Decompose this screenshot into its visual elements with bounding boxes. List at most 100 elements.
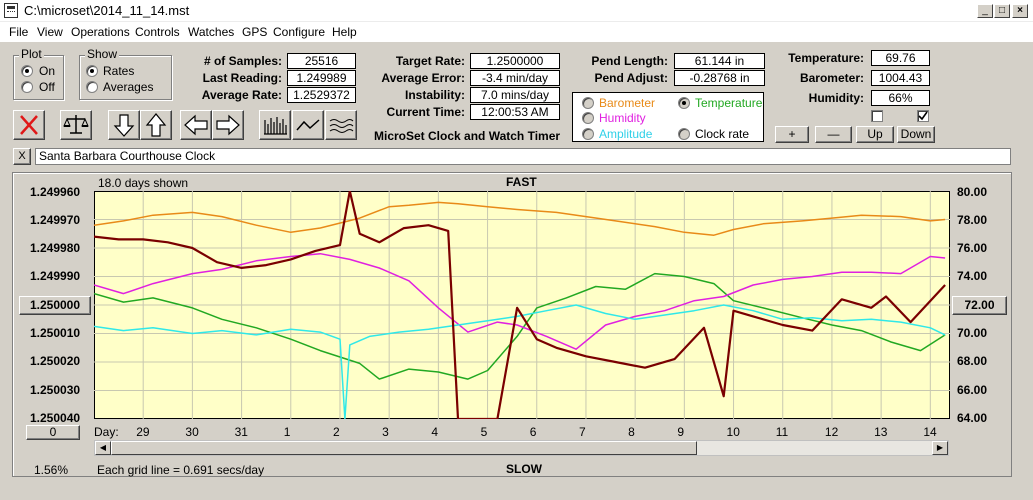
slow-label: SLOW bbox=[506, 462, 542, 476]
menu-controls[interactable]: Controls bbox=[135, 25, 180, 39]
pend-adjust-label: Pend Adjust: bbox=[594, 71, 668, 85]
line-view-button[interactable] bbox=[292, 110, 324, 140]
down-button[interactable]: Down bbox=[897, 126, 935, 143]
current-time-value: 12:00:53 AM bbox=[470, 104, 560, 120]
move-left-button[interactable] bbox=[180, 110, 212, 140]
instability-label: Instability: bbox=[404, 88, 465, 102]
scroll-thumb[interactable] bbox=[111, 441, 697, 455]
scroll-left-arrow[interactable]: ◀ bbox=[95, 441, 111, 455]
menu-watches[interactable]: Watches bbox=[188, 25, 235, 39]
right-tick: 78.00 bbox=[957, 213, 988, 227]
app-caption: MicroSet Clock and Watch Timer bbox=[374, 129, 561, 143]
wave-lines-icon bbox=[329, 119, 354, 133]
grid-note: Each grid line = 0.691 secs/day bbox=[97, 463, 265, 477]
barometer-option-label: Barometer bbox=[599, 96, 656, 110]
menu-view[interactable]: View bbox=[37, 25, 63, 39]
bar-view-button[interactable] bbox=[259, 110, 291, 140]
app-icon bbox=[4, 3, 18, 18]
arrow-up-icon bbox=[145, 113, 167, 137]
days-shown-label: 18.0 days shown bbox=[98, 176, 189, 190]
minus-button[interactable]: — bbox=[815, 126, 852, 143]
menu-help[interactable]: Help bbox=[332, 25, 357, 39]
temperature-value: 69.76 bbox=[871, 50, 930, 66]
pend-length-value: 61.144 in bbox=[674, 53, 765, 69]
barometer-radio[interactable] bbox=[582, 97, 594, 109]
plot-on-radio[interactable] bbox=[21, 65, 33, 77]
right-tick: 80.00 bbox=[957, 185, 988, 199]
clock-rate-radio[interactable] bbox=[678, 128, 690, 140]
move-down-button[interactable] bbox=[108, 110, 140, 140]
temperature-option-label: Temperature bbox=[695, 96, 763, 110]
move-up-button[interactable] bbox=[140, 110, 172, 140]
right-center-value-button[interactable]: 72.00 bbox=[952, 296, 1007, 315]
bar-graph-icon bbox=[264, 117, 287, 135]
right-tick: 74.00 bbox=[957, 269, 988, 283]
day-tick: 31 bbox=[234, 425, 248, 439]
menu-gps[interactable]: GPS bbox=[242, 25, 268, 39]
day-tick: 6 bbox=[529, 425, 537, 439]
humidity-radio[interactable] bbox=[582, 112, 594, 124]
maximize-button[interactable]: □ bbox=[994, 4, 1010, 18]
left-center-value-button[interactable]: 1.250000 bbox=[19, 296, 91, 315]
menu-configure[interactable]: Configure bbox=[273, 25, 326, 39]
average-error-value: -3.4 min/day bbox=[470, 70, 560, 86]
right-tick: 64.00 bbox=[957, 411, 988, 425]
show-group bbox=[79, 55, 172, 100]
left-checkbox[interactable] bbox=[871, 110, 883, 122]
scroll-right-arrow[interactable]: ▶ bbox=[932, 441, 948, 455]
bottom-left-value-button[interactable]: 0 bbox=[26, 425, 80, 440]
menu-operations[interactable]: Operations bbox=[71, 25, 130, 39]
watch-name-field[interactable]: Santa Barbara Courthouse Clock bbox=[35, 148, 1011, 165]
up-button[interactable]: Up bbox=[856, 126, 894, 143]
time-scrollbar[interactable]: ◀ ▶ bbox=[94, 440, 949, 456]
day-tick: 29 bbox=[136, 425, 150, 439]
day-tick: 1 bbox=[283, 425, 291, 439]
right-tick: 76.00 bbox=[957, 241, 988, 255]
menu-file[interactable]: File bbox=[9, 25, 29, 39]
current-time-label: Current Time: bbox=[386, 105, 465, 119]
series-line-amplitude bbox=[94, 304, 946, 419]
day-tick: 8 bbox=[628, 425, 635, 439]
line-graph-icon bbox=[296, 119, 320, 131]
fast-label: FAST bbox=[506, 175, 537, 189]
amplitude-radio[interactable] bbox=[582, 128, 594, 140]
balance-button[interactable] bbox=[60, 110, 92, 140]
day-tick: 10 bbox=[726, 425, 740, 439]
plus-button[interactable]: + bbox=[775, 126, 809, 143]
day-label: Day: bbox=[94, 425, 119, 439]
red-x-icon bbox=[20, 115, 38, 135]
samples-label: # of Samples: bbox=[203, 54, 282, 68]
left-tick: 1.249980 bbox=[30, 241, 81, 255]
show-averages-radio[interactable] bbox=[86, 81, 98, 93]
amplitude-option-label: Amplitude bbox=[599, 127, 653, 141]
right-tick: 66.00 bbox=[957, 383, 988, 397]
plot-off-radio[interactable] bbox=[21, 81, 33, 93]
instability-value: 7.0 mins/day bbox=[470, 87, 560, 103]
day-tick: 13 bbox=[874, 425, 888, 439]
show-rates-radio[interactable] bbox=[86, 65, 98, 77]
left-tick: 1.250010 bbox=[30, 326, 81, 340]
move-right-button[interactable] bbox=[212, 110, 244, 140]
minimize-button[interactable]: _ bbox=[977, 4, 993, 18]
delete-button[interactable] bbox=[13, 110, 45, 140]
barometer-value: 1004.43 bbox=[871, 70, 930, 86]
close-window-button[interactable]: × bbox=[1012, 4, 1028, 18]
day-tick: 14 bbox=[923, 425, 937, 439]
samples-value: 25516 bbox=[287, 53, 356, 69]
target-rate-label: Target Rate: bbox=[395, 54, 465, 68]
plot-on-label: On bbox=[39, 64, 56, 78]
right-checkbox[interactable] bbox=[917, 110, 929, 122]
plot-area bbox=[94, 191, 950, 419]
day-tick: 3 bbox=[382, 425, 389, 439]
left-tick: 1.250040 bbox=[30, 411, 81, 425]
wave-view-button[interactable] bbox=[325, 110, 357, 140]
left-tick: 1.249990 bbox=[30, 269, 81, 283]
balance-scale-icon bbox=[63, 115, 89, 134]
day-tick: 7 bbox=[578, 425, 586, 439]
arrow-down-icon bbox=[113, 114, 135, 137]
series-line-clock-rate bbox=[94, 191, 946, 419]
watch-close-button[interactable]: X bbox=[13, 148, 31, 165]
temperature-radio[interactable] bbox=[678, 97, 690, 109]
percent-label: 1.56% bbox=[34, 463, 69, 477]
show-rates-label: Rates bbox=[103, 64, 135, 78]
